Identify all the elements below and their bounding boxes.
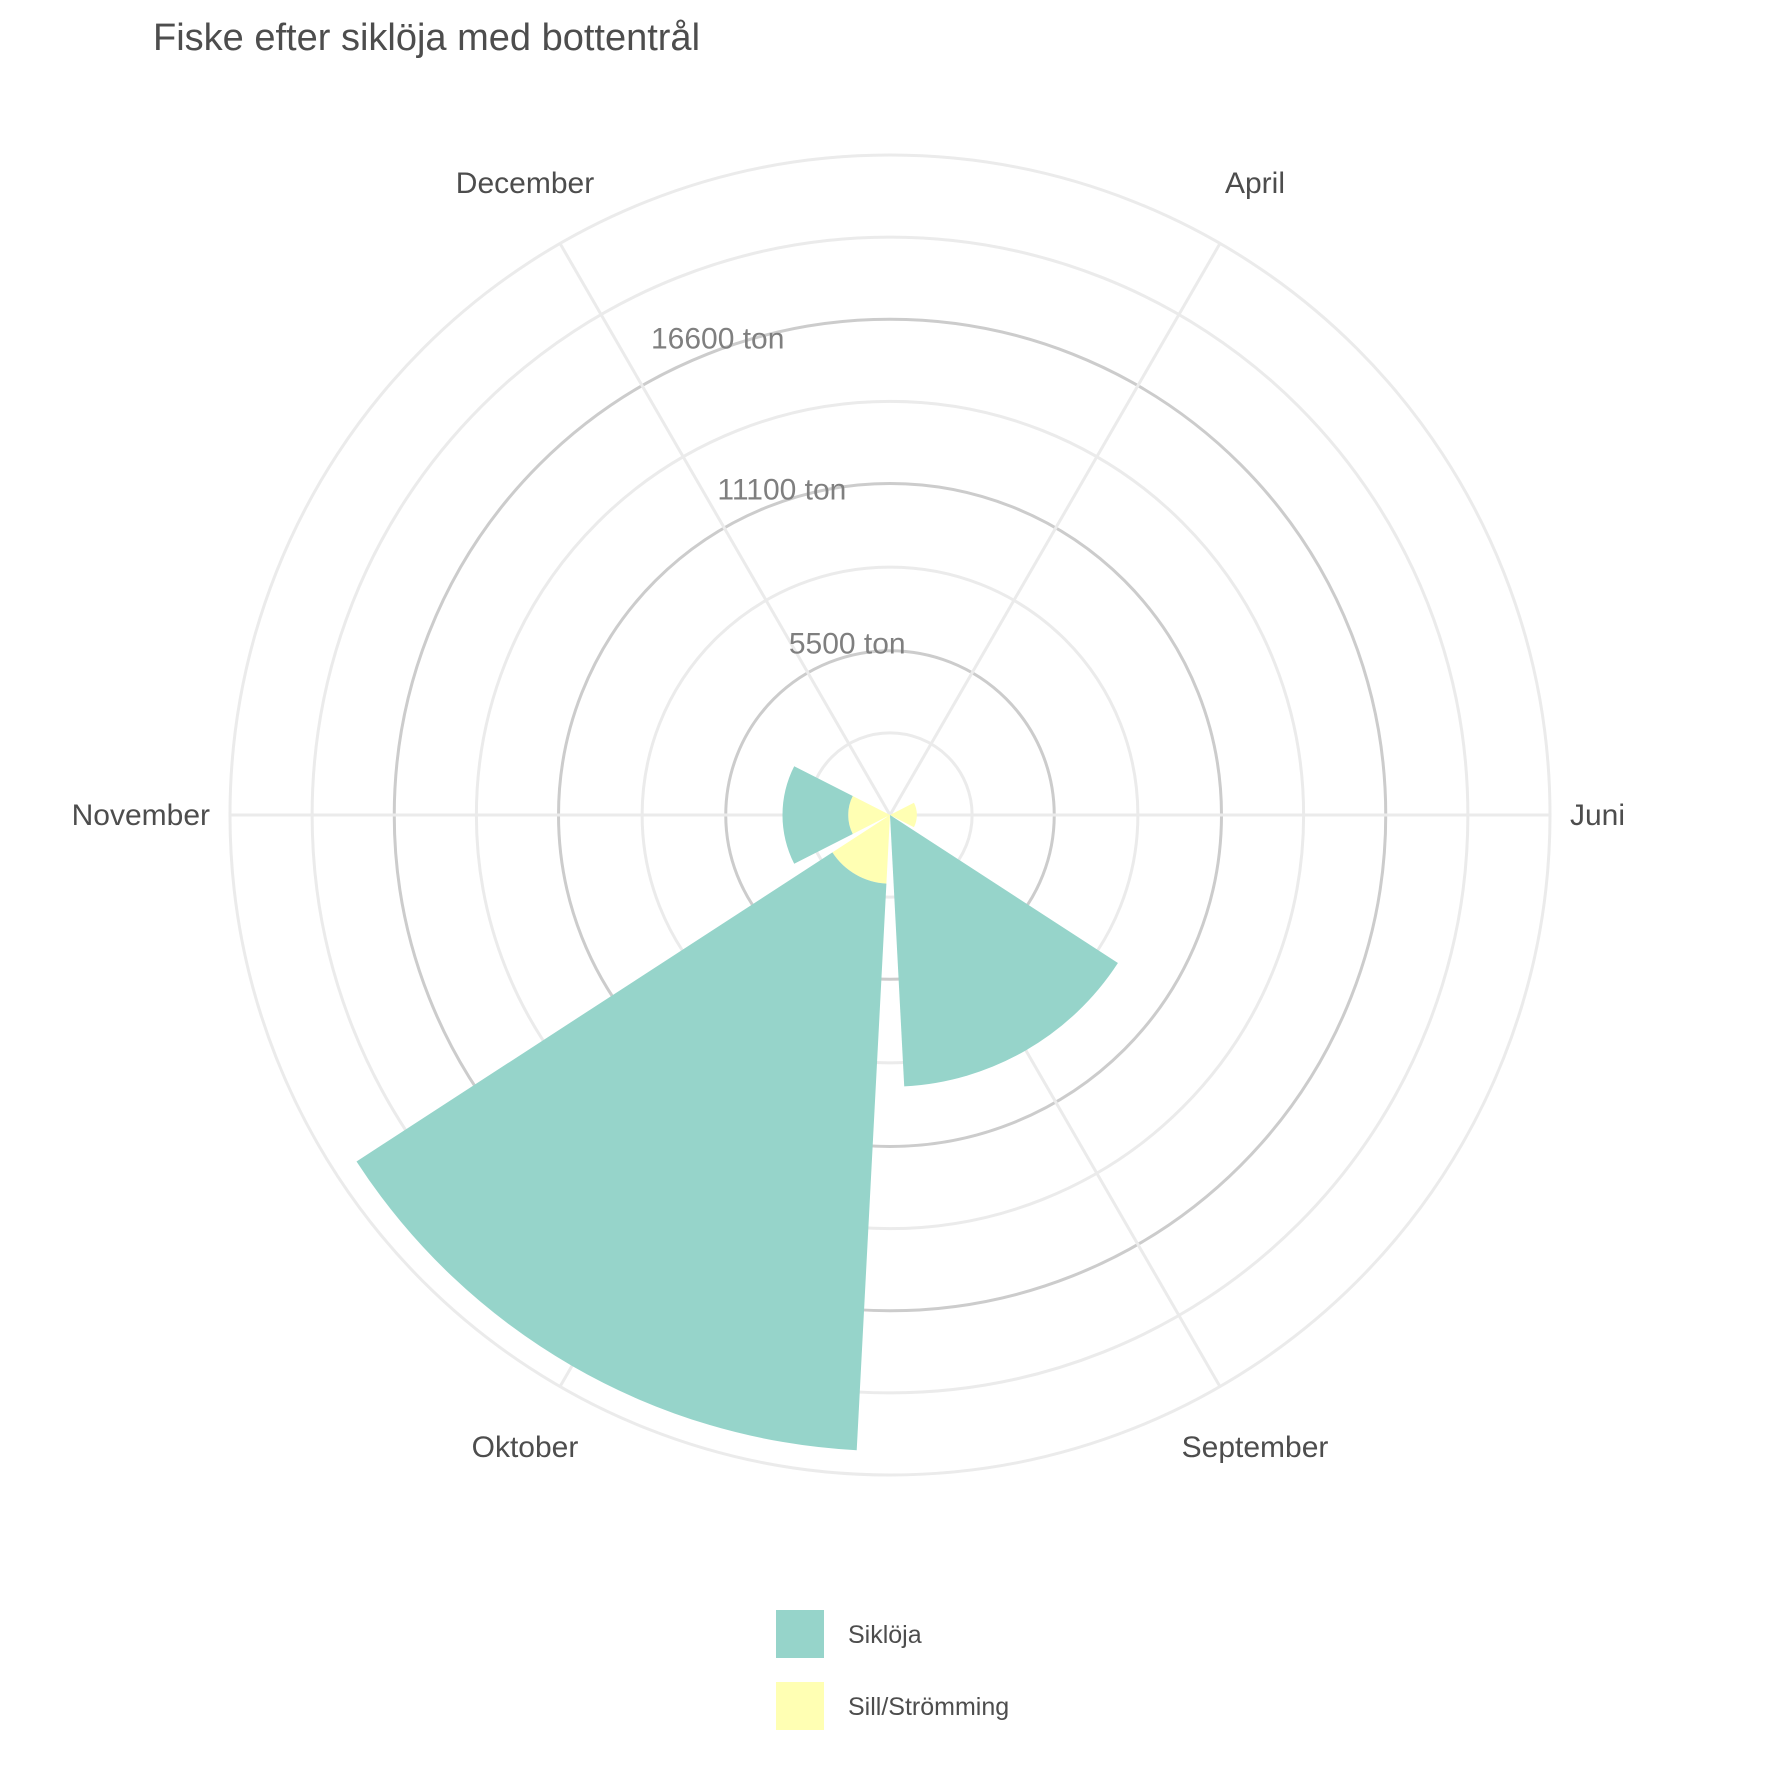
radial-tick-label: 16600 ton [651,322,784,355]
bar-november-sill-strömming [848,796,890,834]
category-label-september: September [1182,1431,1329,1464]
category-label-november: November [72,799,210,832]
bar-oktober-sill-strömming [832,815,890,884]
category-label-juni: Juni [1570,799,1625,832]
category-label-april: April [1225,167,1285,200]
spoke-april [888,242,1222,816]
spoke-december [558,242,892,816]
bar-november-siklöja [782,766,853,864]
legend-swatch [776,1610,824,1658]
chart-title: Fiske efter siklöja med bottentrål [153,17,700,59]
bar-oktober-siklöja [356,852,887,1451]
category-label-december: December [456,167,594,200]
bars [356,766,1118,1451]
legend: Siklöja Sill/Strömming [776,1610,1009,1730]
bar-september-siklöja [890,815,1118,1087]
radial-tick-labels: 5500 ton 11100 ton 16600 ton [651,322,906,660]
bar-juni-sill-strömming [890,802,917,828]
category-labels: April Juni September Oktober November Decembe… [72,167,1625,1464]
legend-label: Siklöja [848,1621,922,1649]
legend-swatch [776,1682,824,1730]
radial-tick-label: 11100 ton [717,474,846,507]
radial-tick-label: 5500 ton [789,628,906,661]
category-label-oktober: Oktober [472,1431,579,1464]
legend-label: Sill/Strömming [848,1693,1009,1721]
